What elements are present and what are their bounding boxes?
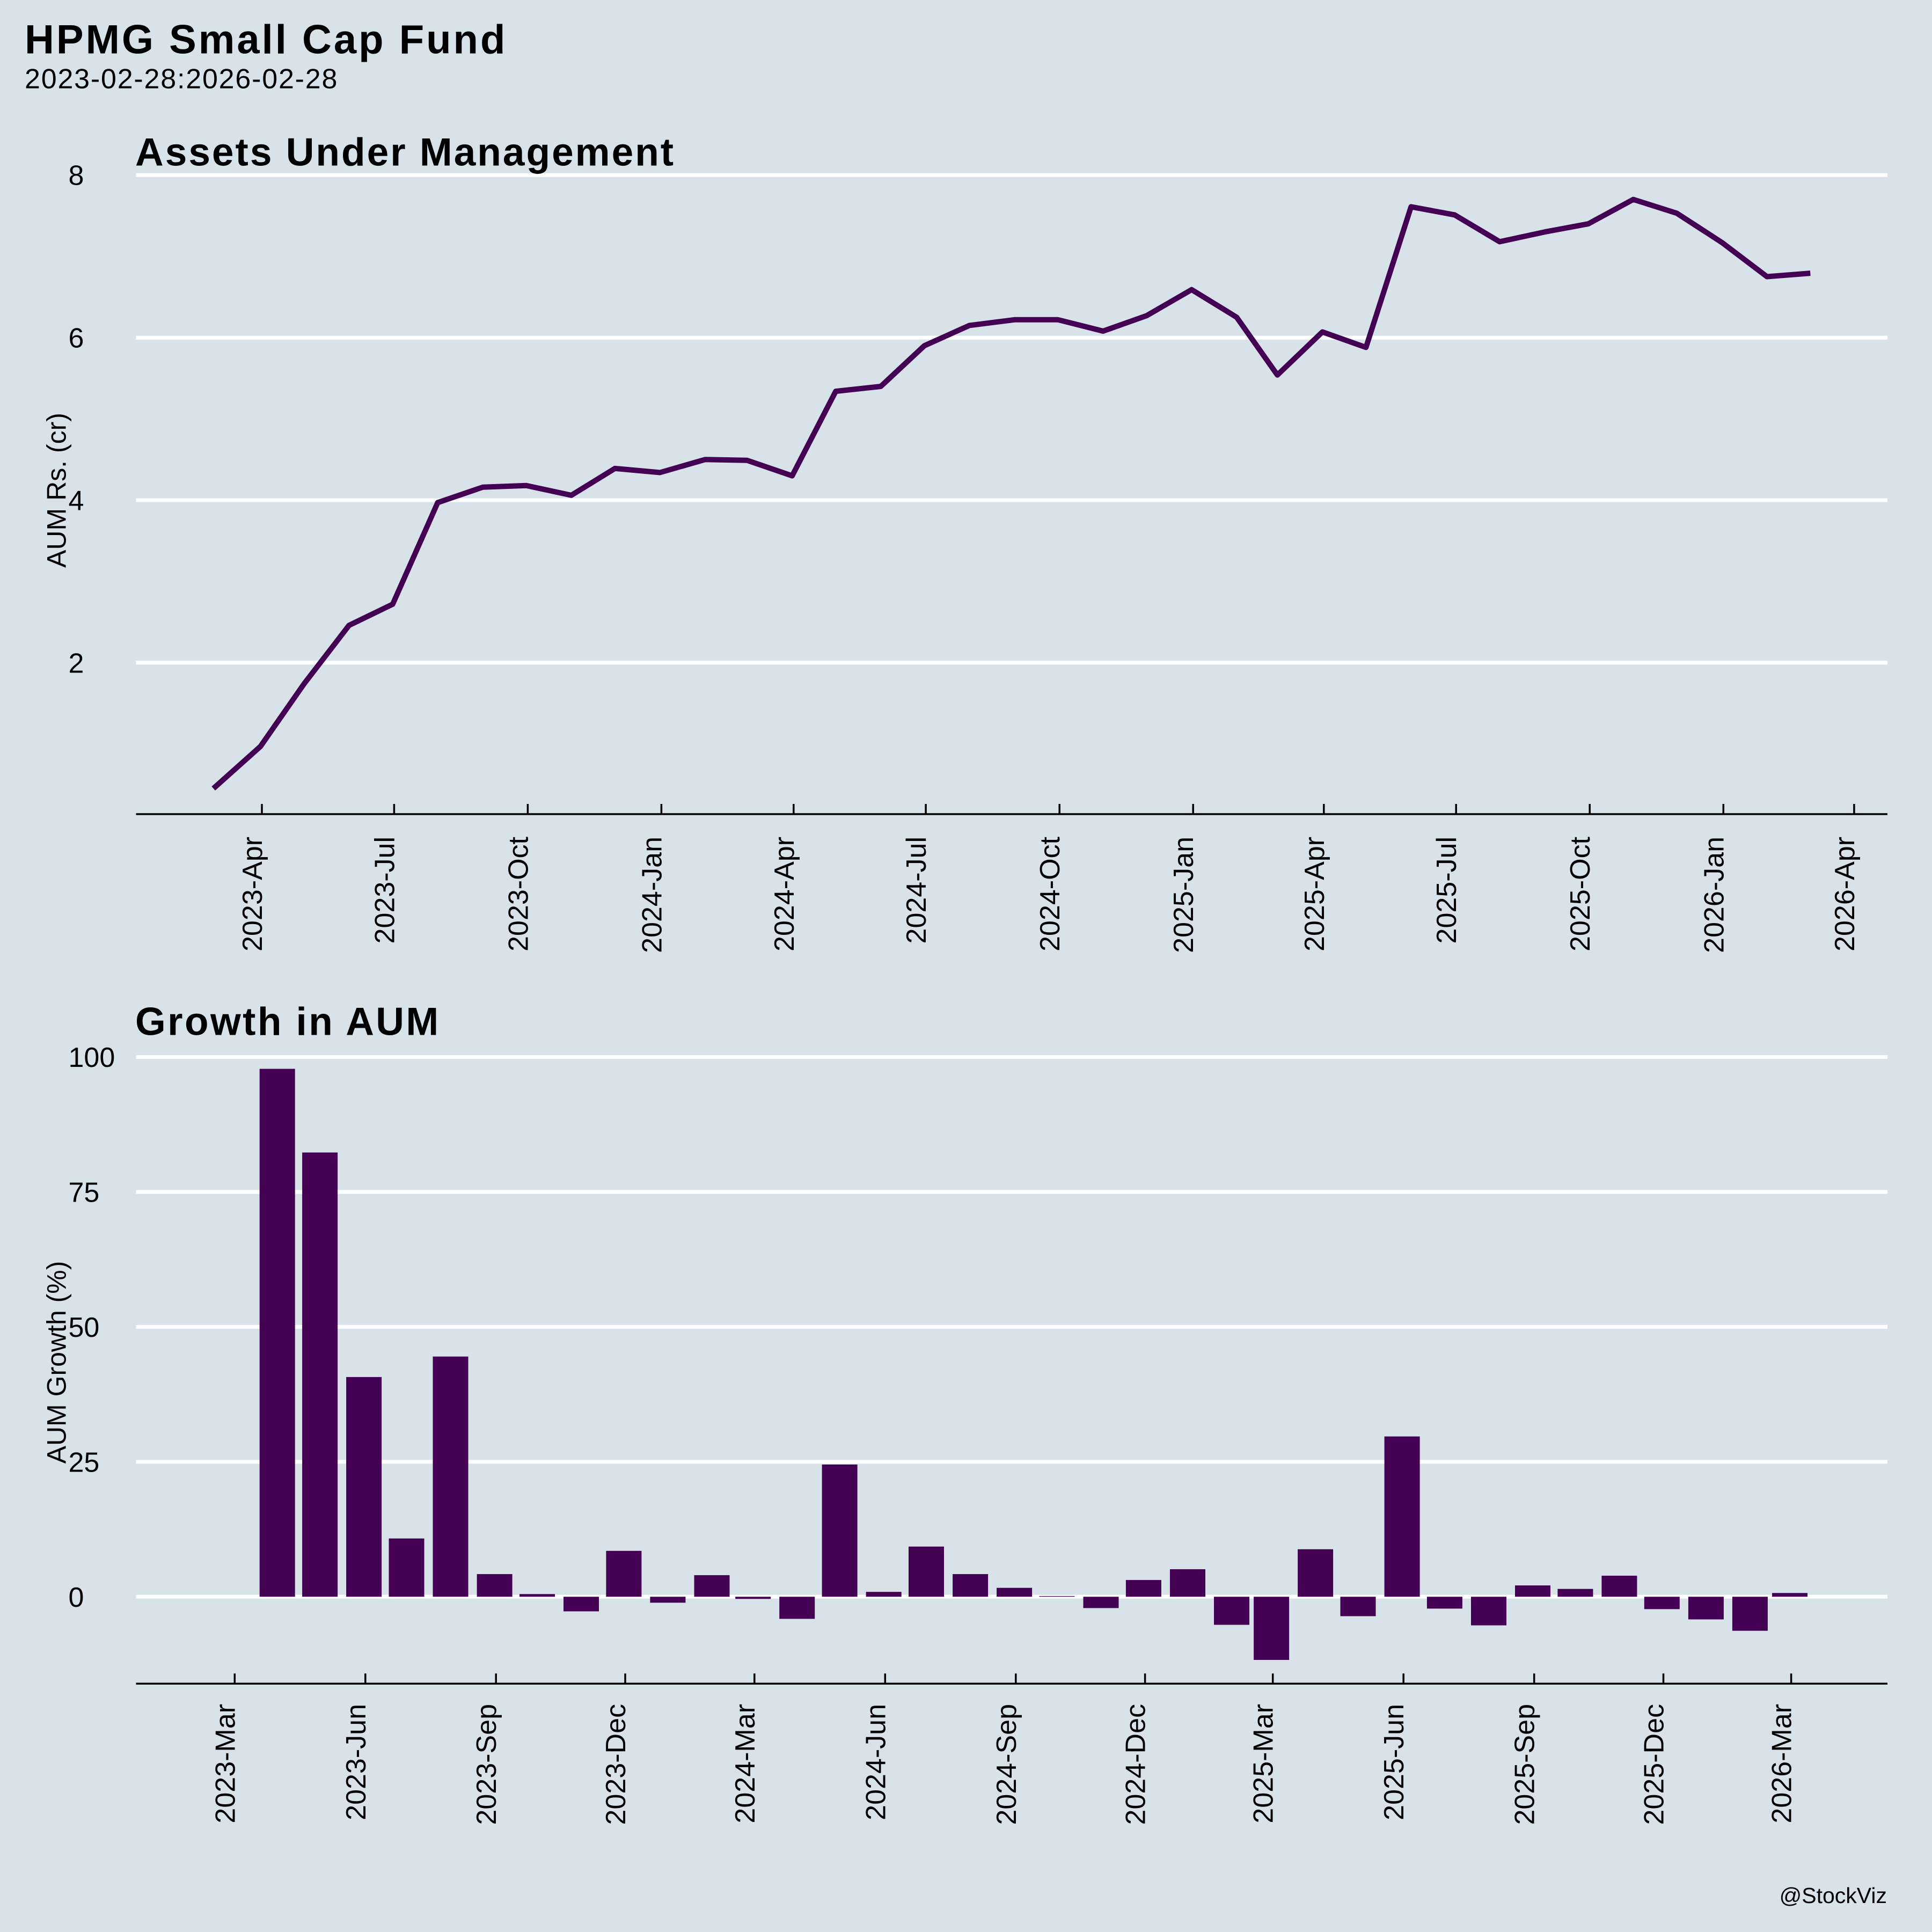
svg-text:2024-Mar: 2024-Mar [730,1704,761,1824]
svg-text:2023-02-28:2026-02-28: 2023-02-28:2026-02-28 [25,64,338,95]
svg-text:2024-Oct: 2024-Oct [1035,836,1066,951]
svg-text:2023-Mar: 2023-Mar [210,1704,241,1824]
svg-text:2025-Jun: 2025-Jun [1379,1704,1410,1820]
svg-text:2026-Jan: 2026-Jan [1699,837,1730,953]
svg-text:2023-Apr: 2023-Apr [237,837,268,952]
svg-text:2026-Mar: 2026-Mar [1767,1704,1798,1824]
svg-text:2025-Sep: 2025-Sep [1510,1704,1541,1825]
svg-text:2025-Dec: 2025-Dec [1639,1704,1670,1825]
svg-text:2023-Jul: 2023-Jul [369,837,400,943]
svg-text:8: 8 [69,160,84,192]
svg-text:@StockViz: @StockViz [1780,1883,1887,1908]
svg-text:2025-Apr: 2025-Apr [1299,837,1330,952]
svg-text:Growth in AUM: Growth in AUM [135,1000,441,1043]
svg-text:Assets Under Management: Assets Under Management [135,131,675,174]
svg-text:2025-Jul: 2025-Jul [1431,837,1462,943]
svg-text:2024-Apr: 2024-Apr [769,837,800,952]
svg-text:2025-Oct: 2025-Oct [1565,836,1596,951]
svg-text:75: 75 [69,1177,100,1209]
svg-text:2024-Jan: 2024-Jan [636,837,668,953]
svg-text:HPMG Small Cap Fund: HPMG Small Cap Fund [25,17,507,62]
svg-text:2024-Jul: 2024-Jul [901,837,932,943]
svg-text:2025-Jan: 2025-Jan [1168,837,1199,953]
svg-text:AUM Growth (%): AUM Growth (%) [42,1261,72,1464]
svg-text:100: 100 [69,1042,115,1073]
svg-text:2026-Apr: 2026-Apr [1829,837,1861,952]
svg-text:2023-Jun: 2023-Jun [341,1704,372,1820]
svg-text:2024-Jun: 2024-Jun [860,1704,891,1820]
svg-text:AUM Rs. (cr): AUM Rs. (cr) [42,413,72,568]
svg-text:2023-Sep: 2023-Sep [471,1704,502,1825]
svg-text:2023-Dec: 2023-Dec [601,1704,632,1825]
svg-text:2: 2 [69,648,84,679]
svg-text:0: 0 [69,1582,84,1613]
svg-text:4: 4 [69,486,84,517]
svg-text:2025-Mar: 2025-Mar [1248,1704,1279,1824]
svg-text:2023-Oct: 2023-Oct [503,836,534,951]
svg-text:2024-Dec: 2024-Dec [1121,1704,1152,1825]
svg-text:2024-Sep: 2024-Sep [991,1704,1022,1825]
svg-text:25: 25 [69,1447,100,1478]
svg-text:50: 50 [69,1312,100,1343]
svg-text:6: 6 [69,323,84,354]
